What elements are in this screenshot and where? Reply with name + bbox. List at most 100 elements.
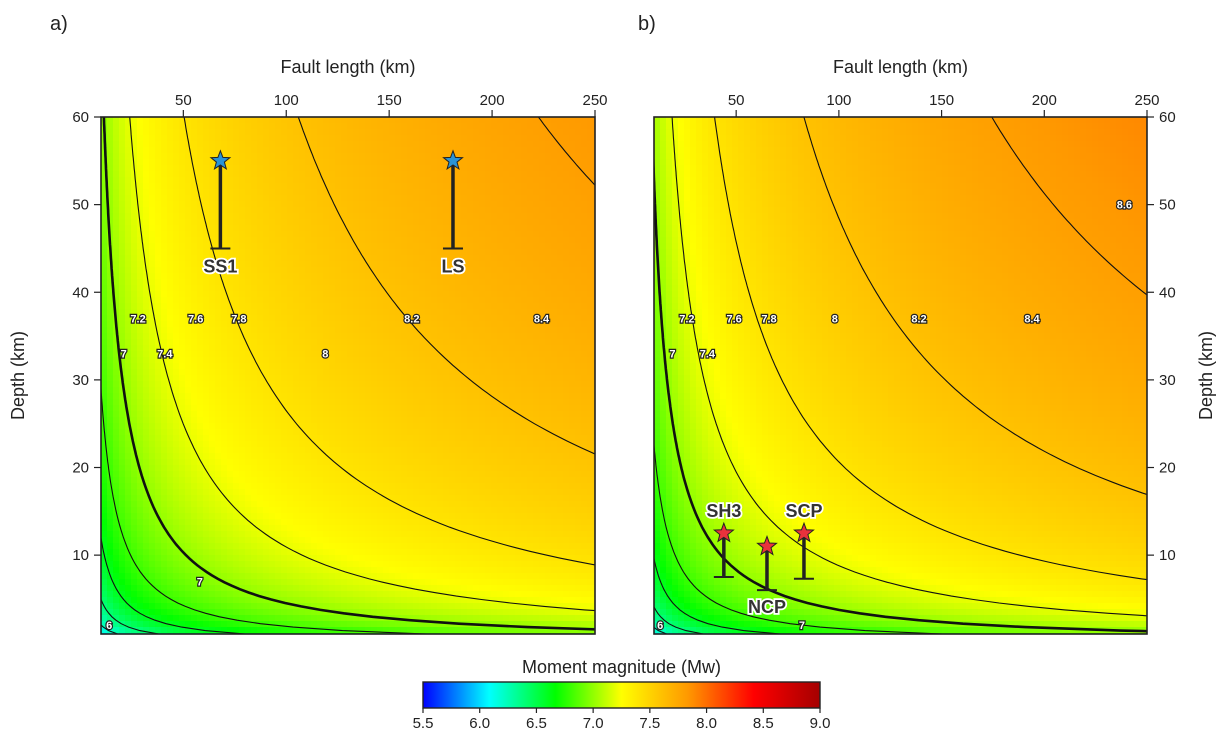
heatmap-cell: [179, 627, 186, 634]
heatmap-cell: [155, 195, 162, 202]
heatmap-cell: [317, 297, 324, 304]
heatmap-cell: [437, 621, 444, 628]
heatmap-cell: [341, 297, 348, 304]
heatmap-cell: [377, 309, 384, 316]
heatmap-cell: [155, 567, 162, 574]
heatmap-cell: [359, 321, 366, 328]
heatmap-cell: [107, 423, 114, 430]
heatmap-cell: [143, 141, 150, 148]
heatmap-cell: [359, 207, 366, 214]
heatmap-cell: [383, 609, 390, 616]
heatmap-cell: [425, 483, 432, 490]
heatmap-cell: [215, 129, 222, 136]
heatmap-cell: [179, 339, 186, 346]
heatmap-cell: [431, 531, 438, 538]
heatmap-cell: [269, 147, 276, 154]
heatmap-cell: [101, 261, 108, 268]
heatmap-cell: [365, 441, 372, 448]
heatmap-cell: [401, 459, 408, 466]
heatmap-cell: [389, 507, 396, 514]
heatmap-cell: [107, 135, 114, 142]
heatmap-cell: [389, 609, 396, 616]
heatmap-cell: [203, 393, 210, 400]
heatmap-cell: [239, 159, 246, 166]
heatmap-cell: [143, 381, 150, 388]
heatmap-cell: [185, 201, 192, 208]
heatmap-cell: [251, 279, 258, 286]
heatmap-cell: [413, 255, 420, 262]
heatmap-cell: [251, 129, 258, 136]
heatmap-cell: [245, 573, 252, 580]
heatmap-cell: [251, 303, 258, 310]
heatmap-cell: [185, 381, 192, 388]
heatmap-cell: [161, 213, 168, 220]
heatmap-cell: [413, 189, 420, 196]
heatmap-cell: [317, 369, 324, 376]
heatmap-cell: [305, 603, 312, 610]
heatmap-cell: [431, 237, 438, 244]
heatmap-cell: [155, 453, 162, 460]
heatmap-cell: [257, 531, 264, 538]
heatmap-cell: [431, 303, 438, 310]
heatmap-cell: [173, 243, 180, 250]
heatmap-cell: [155, 387, 162, 394]
heatmap-cell: [287, 519, 294, 526]
heatmap-cell: [353, 375, 360, 382]
heatmap-cell: [203, 345, 210, 352]
heatmap-cell: [395, 309, 402, 316]
heatmap-cell: [353, 225, 360, 232]
heatmap-cell: [245, 129, 252, 136]
heatmap-cell: [251, 369, 258, 376]
heatmap-cell: [341, 441, 348, 448]
heatmap-cell: [281, 147, 288, 154]
heatmap-cell: [221, 555, 228, 562]
heatmap-cell: [167, 219, 174, 226]
heatmap-cell: [185, 195, 192, 202]
heatmap-cell: [323, 381, 330, 388]
heatmap-cell: [293, 369, 300, 376]
heatmap-cell: [119, 615, 126, 622]
heatmap-cell: [269, 237, 276, 244]
heatmap-cell: [245, 399, 252, 406]
heatmap-cell: [143, 201, 150, 208]
heatmap-cell: [437, 129, 444, 136]
heatmap-cell: [281, 297, 288, 304]
heatmap-cell: [233, 333, 240, 340]
heatmap-cell: [353, 627, 360, 634]
heatmap-cell: [107, 399, 114, 406]
heatmap-cell: [371, 483, 378, 490]
heatmap-cell: [101, 627, 108, 634]
heatmap-cell: [245, 237, 252, 244]
heatmap-cell: [431, 627, 438, 634]
heatmap-cell: [239, 273, 246, 280]
heatmap-cell: [233, 573, 240, 580]
heatmap-cell: [155, 519, 162, 526]
heatmap-cell: [149, 321, 156, 328]
heatmap-cell: [305, 285, 312, 292]
heatmap-cell: [251, 309, 258, 316]
heatmap-cell: [371, 507, 378, 514]
heatmap-cell: [167, 303, 174, 310]
heatmap-cell: [269, 567, 276, 574]
heatmap-cell: [353, 537, 360, 544]
heatmap-cell: [335, 393, 342, 400]
heatmap-cell: [329, 213, 336, 220]
heatmap-cell: [317, 585, 324, 592]
heatmap-cell: [305, 117, 312, 124]
heatmap-cell: [215, 465, 222, 472]
heatmap-cell: [227, 129, 234, 136]
heatmap-cell: [305, 231, 312, 238]
heatmap-cell: [323, 303, 330, 310]
heatmap-cell: [293, 153, 300, 160]
heatmap-cell: [191, 627, 198, 634]
heatmap-cell: [287, 135, 294, 142]
heatmap-cell: [395, 363, 402, 370]
heatmap-cell: [167, 579, 174, 586]
heatmap-cell: [413, 339, 420, 346]
heatmap-cell: [227, 207, 234, 214]
heatmap-cell: [353, 393, 360, 400]
heatmap-cell: [251, 411, 258, 418]
heatmap-cell: [179, 345, 186, 352]
heatmap-cell: [431, 441, 438, 448]
heatmap-cell: [221, 237, 228, 244]
